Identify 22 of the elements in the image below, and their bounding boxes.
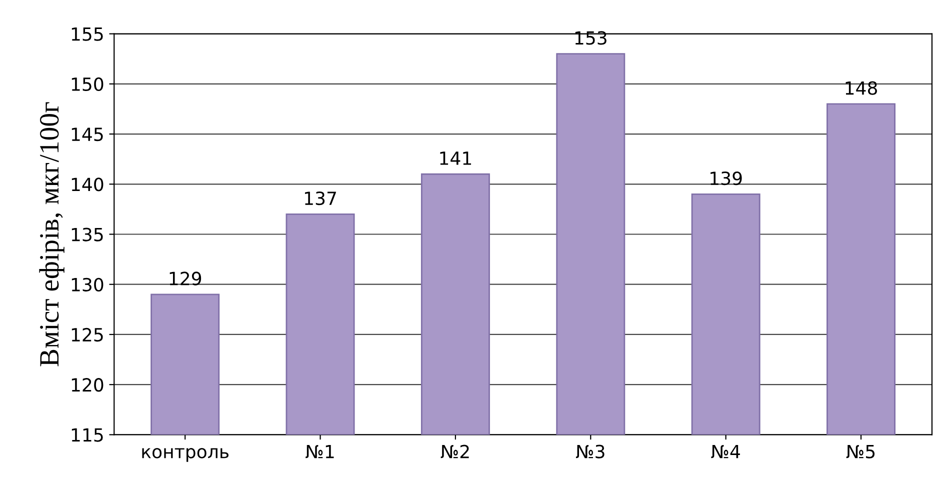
data-label: 137 (305, 192, 336, 206)
y-tick-label: 140 (72, 178, 104, 192)
x-tick-label: №1 (306, 444, 334, 458)
data-label: 141 (440, 152, 472, 165)
y-axis-title: Вміст ефірів, мкг/100г (39, 102, 64, 366)
y-tick-label: 115 (72, 428, 103, 442)
y-tick-label: 130 (72, 278, 104, 292)
x-tick-label: №2 (440, 444, 469, 458)
x-tick-label: №3 (576, 444, 604, 458)
y-tick-label: 150 (72, 77, 104, 92)
data-label: 148 (846, 81, 878, 95)
x-tick-label: контроль (142, 448, 229, 462)
x-tick-label: №5 (846, 444, 875, 458)
data-label: 129 (170, 272, 202, 286)
y-tick-label: 125 (72, 328, 103, 342)
data-label: 139 (710, 171, 742, 186)
x-tick-label: №4 (711, 444, 740, 458)
data-label: 153 (575, 31, 606, 45)
y-tick-label: 145 (72, 128, 103, 142)
y-tick-label: 135 (72, 228, 103, 242)
y-tick-label: 155 (72, 28, 103, 41)
y-tick-label: 120 (72, 378, 104, 392)
